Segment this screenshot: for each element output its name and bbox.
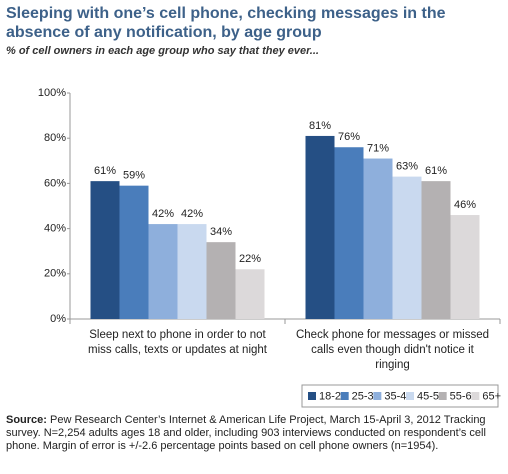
legend-label: 65+	[482, 390, 501, 402]
data-label: 42%	[152, 208, 174, 220]
data-label: 61%	[425, 165, 447, 177]
data-label: 71%	[367, 142, 389, 154]
y-tick-label: 60%	[44, 177, 66, 189]
bar	[363, 158, 393, 319]
bar	[177, 224, 207, 319]
legend-swatch	[340, 392, 349, 400]
legend-label: 25-34	[352, 390, 380, 402]
bar	[421, 181, 451, 319]
legend-swatch	[406, 392, 414, 400]
source-note: Source: Pew Research Center’s Internet &…	[6, 414, 504, 453]
data-label: 63%	[396, 161, 418, 173]
data-label: 76%	[338, 131, 360, 143]
chart-title: Sleeping with one’s cell phone, checking…	[6, 5, 446, 41]
bar	[235, 269, 265, 319]
y-tick-label: 40%	[44, 223, 66, 235]
bar	[392, 176, 422, 319]
chart-subtitle: % of cell owners in each age group who s…	[6, 45, 319, 57]
data-label: 59%	[123, 170, 145, 182]
legend-swatch	[438, 392, 447, 400]
source-label: Source:	[6, 414, 47, 426]
data-label: 42%	[181, 208, 203, 220]
legend-swatch	[308, 392, 316, 400]
bar	[90, 181, 120, 319]
y-tick-label: 20%	[44, 268, 66, 280]
legend-swatch	[471, 392, 480, 400]
bar	[305, 135, 335, 319]
legend-label: 35-44	[384, 390, 412, 402]
x-tick-label: Sleep next to phone in order to not miss…	[88, 329, 267, 356]
y-tick-label: 80%	[44, 132, 66, 144]
data-label: 22%	[239, 253, 261, 265]
legend-label: 18-24	[319, 390, 347, 402]
bar	[206, 242, 236, 319]
data-label: 81%	[309, 120, 331, 132]
legend-label: 45-54	[417, 390, 445, 402]
bar	[334, 147, 364, 319]
data-label: 34%	[210, 226, 232, 238]
bar	[148, 224, 178, 319]
data-label: 46%	[454, 199, 476, 211]
source-text: Pew Research Center’s Internet & America…	[6, 414, 486, 452]
bar	[450, 215, 480, 319]
legend-label: 55-64	[450, 390, 478, 402]
x-tick-label: Check phone for messages or missed calls…	[295, 329, 490, 371]
legend-swatch	[373, 392, 382, 400]
bar	[119, 185, 149, 319]
y-tick-label: 100%	[38, 87, 66, 99]
legend-box	[301, 384, 499, 408]
y-tick-label: 0%	[50, 313, 66, 325]
data-label: 61%	[94, 165, 116, 177]
